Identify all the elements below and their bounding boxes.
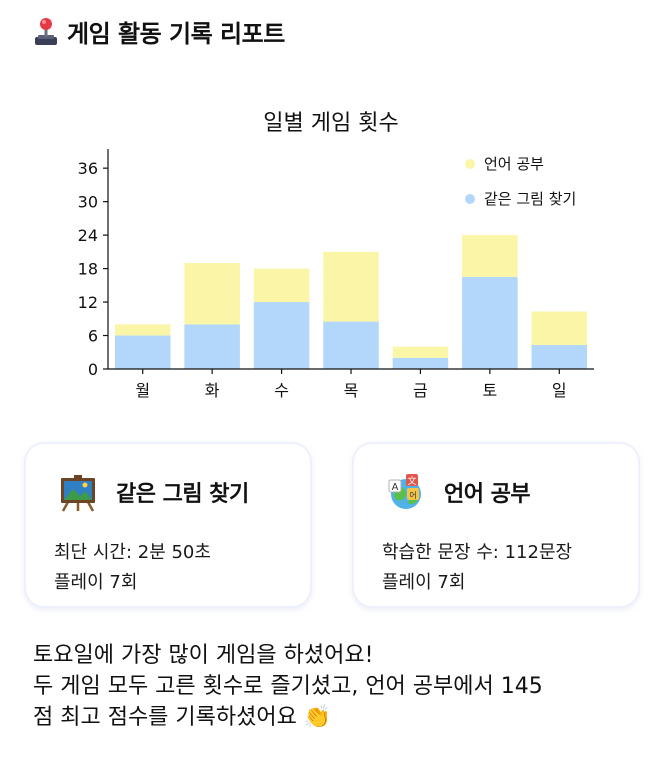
axis-layer: 0 6 12 18 24 30 36 월 화 수 목 금 토 일: [78, 149, 594, 400]
bar-match-picture: [253, 302, 310, 369]
svg-text:A: A: [392, 482, 399, 493]
best-time-text: 최단 시간: 2분 50초: [54, 542, 211, 563]
x-tick-label: 토: [482, 381, 497, 400]
bar-match-picture: [531, 345, 588, 369]
y-tick-label: 0: [88, 360, 98, 379]
play-count-text: 플레이 7회: [382, 572, 466, 593]
language-study-card: A 文 어 언어 공부 학습한 문장 수: 112문장 플레이 7회: [352, 442, 640, 608]
summary-line: 점 최고 점수를 기록하셨어요 👏: [33, 705, 332, 730]
chart-title: 일별 게임 횟수: [263, 111, 398, 136]
bar-language-study: [323, 251, 379, 322]
joystick-icon: [35, 17, 57, 45]
bar-match-picture: [462, 276, 518, 369]
x-tick-label: 화: [205, 381, 220, 400]
y-tick-label: 6: [88, 327, 98, 346]
legend-label: 같은 그림 찾기: [484, 190, 576, 208]
x-tick-label: 금: [413, 381, 428, 400]
bar-language-study: [392, 346, 449, 358]
legend-swatch: [465, 159, 475, 169]
y-tick-label: 30: [78, 193, 98, 212]
bar-language-study: [114, 324, 171, 336]
x-tick-label: 목: [344, 381, 359, 400]
bar-language-study: [184, 263, 240, 325]
page-header: 게임 활동 기록 리포트: [33, 14, 285, 49]
y-tick-label: 12: [78, 293, 98, 312]
summary-text: 토요일에 가장 많이 게임을 하셨어요! 두 게임 모두 고른 횟수로 즐기셨고…: [33, 640, 643, 733]
bar-language-study: [462, 235, 518, 277]
summary-line: 두 게임 모두 고른 횟수로 즐기셨고, 언어 공부에서 145: [33, 674, 543, 699]
card-header: 같은 그림 찾기: [58, 472, 249, 512]
match-picture-card: 같은 그림 찾기 최단 시간: 2분 50초 플레이 7회: [24, 442, 312, 608]
bar-match-picture: [184, 324, 240, 369]
y-tick-label: 36: [78, 159, 98, 178]
bar-language-study: [253, 268, 310, 303]
legend-label: 언어 공부: [484, 155, 544, 173]
legend-swatch: [465, 194, 475, 204]
bar-match-picture: [114, 335, 171, 369]
bar-match-picture: [323, 321, 379, 369]
y-tick-label: 18: [78, 260, 98, 279]
bar-match-picture: [392, 357, 449, 369]
x-tick-label: 일: [552, 381, 567, 400]
painting-easel-icon: [61, 475, 95, 512]
card-title: 언어 공부: [444, 482, 531, 507]
bar-language-study: [531, 311, 588, 346]
y-tick-label: 24: [78, 226, 98, 245]
svg-text:어: 어: [409, 490, 416, 500]
x-tick-label: 월: [135, 381, 150, 400]
card-title: 같은 그림 찾기: [116, 482, 249, 507]
page-title: 게임 활동 기록 리포트: [67, 20, 285, 48]
x-tick-label: 수: [274, 381, 289, 400]
summary-line: 토요일에 가장 많이 게임을 하셨어요!: [33, 643, 374, 668]
bars-layer: [114, 235, 588, 369]
language-globe-icon: A 文 어: [388, 474, 421, 509]
card-header: A 文 어 언어 공부: [386, 472, 531, 512]
sentences-learned-text: 학습한 문장 수: 112문장: [382, 542, 573, 563]
svg-text:文: 文: [407, 475, 416, 487]
play-count-text: 플레이 7회: [54, 572, 138, 593]
